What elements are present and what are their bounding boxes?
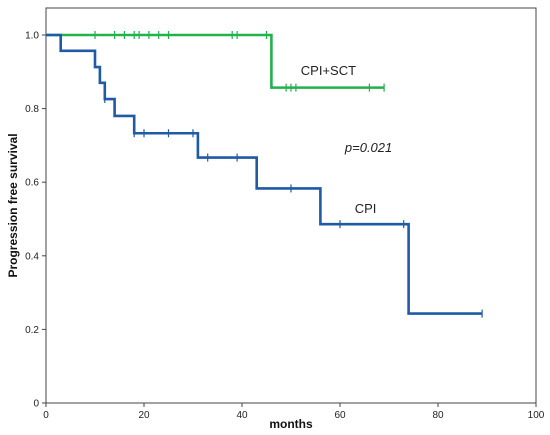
y-tick-label: 0.8 bbox=[25, 104, 39, 115]
series-label-cpi: CPI bbox=[355, 201, 377, 216]
y-axis-label: Progression free survival bbox=[6, 133, 20, 277]
x-tick-label: 20 bbox=[138, 410, 150, 421]
series-line-cpi-sct bbox=[46, 33, 385, 89]
y-tick-label: 0.4 bbox=[25, 251, 39, 262]
y-tick-label: 0 bbox=[33, 399, 39, 410]
y-tick-label: 0.6 bbox=[25, 178, 39, 189]
p-value-annotation: p=0.021 bbox=[344, 140, 392, 155]
x-axis-label: months bbox=[269, 417, 313, 431]
y-tick-label: 1.0 bbox=[25, 31, 39, 42]
x-tick-label: 0 bbox=[43, 410, 49, 421]
x-tick-label: 40 bbox=[236, 410, 248, 421]
series-group bbox=[46, 31, 483, 318]
series-label-cpi-sct: CPI+SCT bbox=[301, 63, 356, 78]
series-line-cpi bbox=[46, 33, 483, 315]
x-tick-label: 60 bbox=[334, 410, 346, 421]
x-tick-label: 80 bbox=[432, 410, 444, 421]
axis-ticks: 0 20 40 60 80 100 0 0.2 0.4 0.6 0.8 1.0 bbox=[25, 31, 545, 422]
plot-frame bbox=[45, 7, 537, 404]
y-tick-label: 0.2 bbox=[25, 325, 39, 336]
x-tick-label: 100 bbox=[528, 410, 545, 421]
